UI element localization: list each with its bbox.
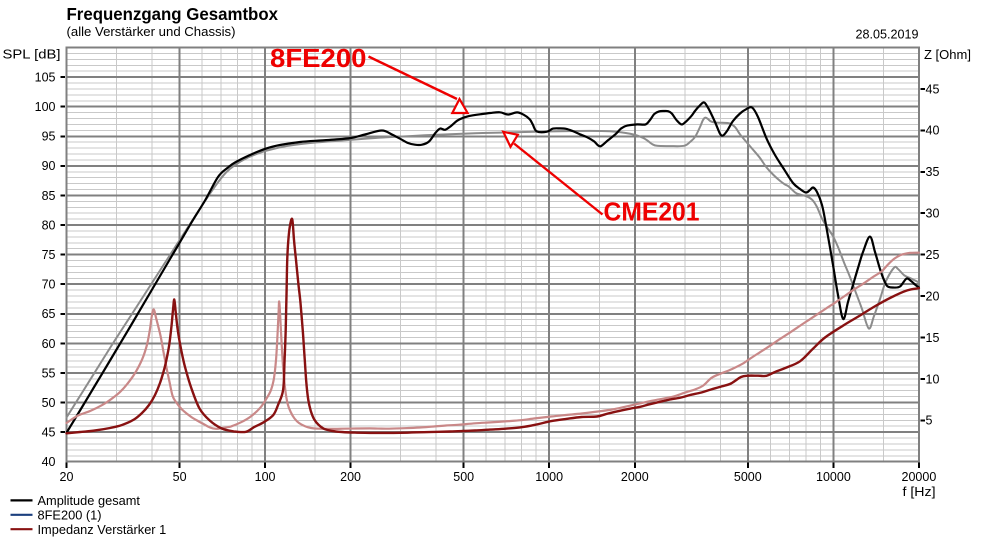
svg-text:45: 45 [926, 82, 940, 96]
svg-text:50: 50 [42, 396, 56, 410]
svg-text:28.05.2019: 28.05.2019 [856, 28, 919, 42]
svg-text:20: 20 [926, 289, 940, 303]
svg-text:2000: 2000 [621, 470, 649, 484]
svg-text:45: 45 [42, 426, 56, 440]
svg-text:10000: 10000 [816, 470, 851, 484]
svg-text:Amplitude gesamt: Amplitude gesamt [38, 493, 141, 508]
svg-text:Frequenzgang Gesamtbox: Frequenzgang Gesamtbox [67, 4, 279, 24]
svg-text:35: 35 [926, 165, 940, 179]
svg-text:500: 500 [453, 470, 474, 484]
svg-text:105: 105 [35, 71, 56, 85]
svg-text:75: 75 [42, 248, 56, 262]
svg-text:55: 55 [42, 366, 56, 380]
svg-text:20000: 20000 [902, 470, 937, 484]
svg-text:1000: 1000 [535, 470, 563, 484]
svg-text:100: 100 [255, 470, 276, 484]
svg-text:100: 100 [35, 100, 56, 114]
svg-text:40: 40 [42, 455, 56, 469]
svg-text:20: 20 [60, 470, 74, 484]
svg-text:SPL [dB]: SPL [dB] [3, 48, 61, 62]
svg-text:95: 95 [42, 130, 56, 144]
svg-text:CME201: CME201 [604, 199, 700, 227]
svg-text:Impedanz Verstärker 1: Impedanz Verstärker 1 [38, 522, 167, 537]
svg-text:85: 85 [42, 189, 56, 203]
svg-text:65: 65 [42, 307, 56, 321]
svg-text:8FE200 (1): 8FE200 (1) [38, 507, 102, 522]
svg-text:50: 50 [173, 470, 187, 484]
svg-text:(alle Verstärker und Chassis): (alle Verstärker und Chassis) [67, 24, 236, 39]
svg-text:5000: 5000 [734, 470, 762, 484]
svg-text:90: 90 [42, 159, 56, 173]
svg-text:8FE200: 8FE200 [270, 45, 367, 73]
svg-text:30: 30 [926, 207, 940, 221]
svg-text:60: 60 [42, 337, 56, 351]
svg-text:10: 10 [926, 372, 940, 386]
svg-text:200: 200 [340, 470, 361, 484]
svg-text:5: 5 [926, 414, 933, 428]
svg-text:70: 70 [42, 278, 56, 292]
svg-text:Z [Ohm]: Z [Ohm] [924, 48, 971, 62]
svg-text:15: 15 [926, 331, 940, 345]
svg-text:40: 40 [926, 124, 940, 138]
svg-text:25: 25 [926, 248, 940, 262]
svg-text:f [Hz]: f [Hz] [903, 485, 936, 499]
svg-text:80: 80 [42, 218, 56, 232]
